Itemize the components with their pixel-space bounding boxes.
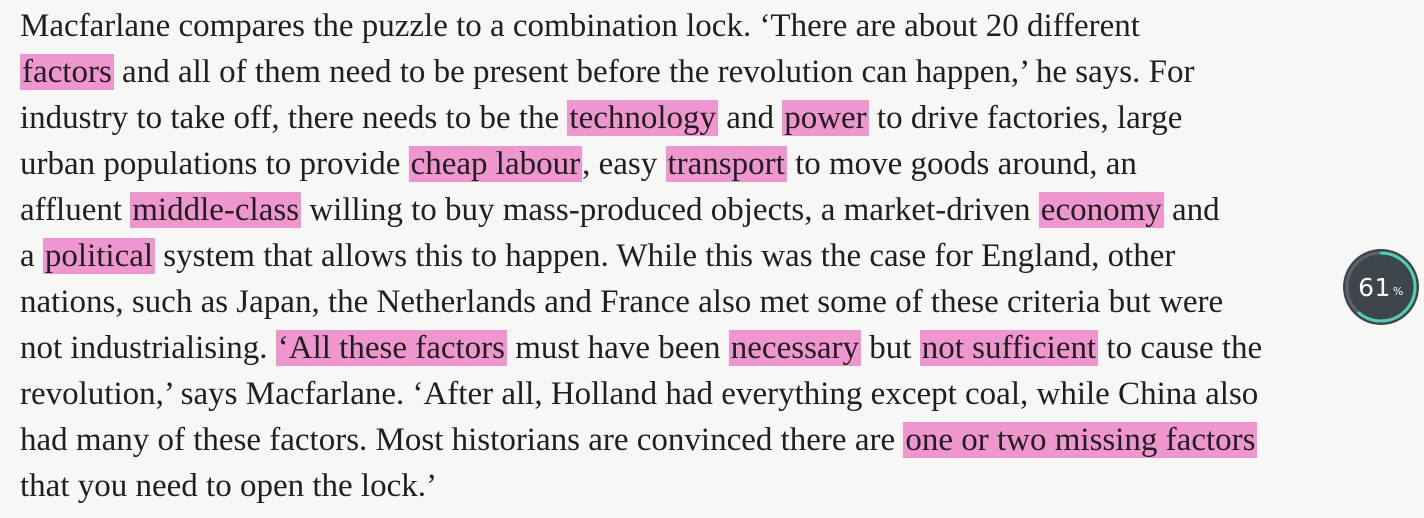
text-segment: affluent (20, 192, 131, 228)
text-segment: revolution,’ says Macfarlane. ‘After all… (20, 376, 1259, 412)
text-segment: to cause the (1098, 330, 1263, 366)
text-segment: to move goods around, an (786, 146, 1137, 182)
highlighted-text[interactable]: necessary (728, 330, 862, 366)
text-line: a political system that allows this to h… (20, 233, 1420, 279)
text-line: that you need to open the lock.’ (20, 463, 1420, 509)
highlighted-text[interactable]: power (782, 100, 869, 136)
text-line: nations, such as Japan, the Netherlands … (20, 279, 1420, 325)
highlighted-text[interactable]: political (42, 238, 156, 274)
text-segment: a (20, 238, 43, 274)
article-passage: Macfarlane compares the puzzle to a comb… (20, 3, 1420, 509)
text-segment: and all of them need to be present befor… (113, 54, 1195, 90)
text-segment: must have been (507, 330, 729, 366)
highlighted-text[interactable]: factors (20, 54, 114, 90)
text-segment: willing to buy mass-produced objects, a … (301, 192, 1039, 228)
text-segment: nations, such as Japan, the Netherlands … (20, 284, 1224, 320)
text-segment: system that allows this to happen. While… (155, 238, 1176, 274)
text-line: not industrialising. ‘All these factors … (20, 325, 1420, 371)
highlighted-text[interactable]: not sufficient (919, 330, 1099, 366)
text-line: affluent middle-class willing to buy mas… (20, 187, 1420, 233)
text-segment: and (718, 100, 783, 136)
text-segment: Macfarlane compares the puzzle to a comb… (20, 8, 1140, 44)
text-line: urban populations to provide cheap labou… (20, 141, 1420, 187)
highlighted-text[interactable]: cheap labour (408, 146, 583, 182)
text-segment: but (861, 330, 920, 366)
text-segment: industry to take off, there needs to be … (20, 100, 568, 136)
highlighted-text[interactable]: transport (665, 146, 787, 182)
progress-percentage: 61% (1341, 247, 1421, 327)
text-segment: not industrialising. (20, 330, 276, 366)
text-segment: that you need to open the lock.’ (20, 468, 437, 504)
text-segment: and (1163, 192, 1220, 228)
text-segment: to drive factories, large (868, 100, 1183, 136)
highlighted-text[interactable]: one or two missing factors (903, 422, 1258, 458)
text-segment: had many of these factors. Most historia… (20, 422, 904, 458)
text-line: revolution,’ says Macfarlane. ‘After all… (20, 371, 1420, 417)
highlighted-text[interactable]: technology (567, 100, 719, 136)
highlighted-text[interactable]: ‘All these factors (275, 330, 507, 366)
text-line: industry to take off, there needs to be … (20, 95, 1420, 141)
highlighted-text[interactable]: economy (1038, 192, 1164, 228)
text-line: had many of these factors. Most historia… (20, 417, 1420, 463)
progress-ring-icon (1343, 249, 1419, 325)
text-line: Macfarlane compares the puzzle to a comb… (20, 3, 1420, 49)
text-segment: urban populations to provide (20, 146, 409, 182)
progress-widget[interactable]: 61% (1341, 247, 1421, 327)
text-segment: , easy (582, 146, 666, 182)
progress-unit: % (1392, 284, 1404, 298)
highlighted-text[interactable]: middle-class (130, 192, 302, 228)
progress-value: 61 (1358, 272, 1391, 302)
text-line: factors and all of them need to be prese… (20, 49, 1420, 95)
